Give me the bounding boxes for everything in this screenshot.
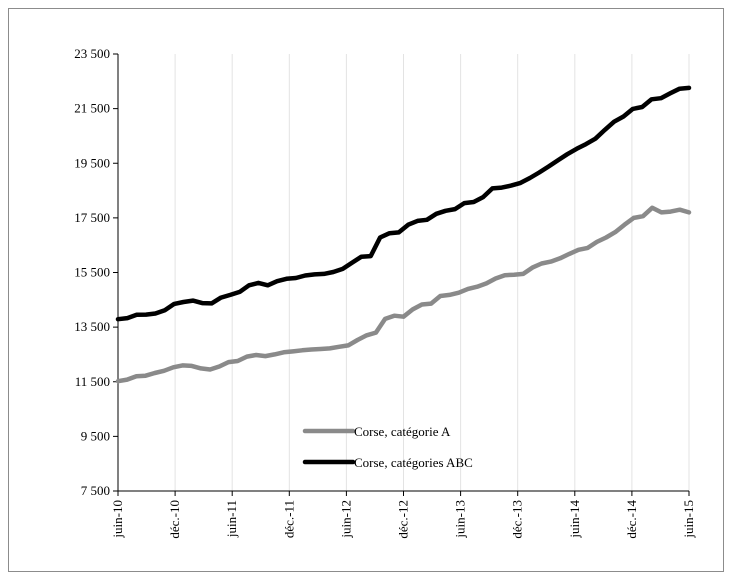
x-tick-label: juin-12 — [338, 500, 353, 539]
x-tick-label: juin-15 — [681, 500, 696, 539]
x-tick-label: juin-13 — [453, 500, 468, 539]
y-tick-label: 15 500 — [74, 265, 110, 280]
x-tick-label: déc.-11 — [281, 500, 296, 538]
legend-label-2: Corse, catégories ABC — [354, 455, 473, 470]
x-tick-label: juin-11 — [224, 500, 239, 538]
y-tick-label: 23 500 — [74, 46, 110, 61]
x-tick-label: déc.-10 — [167, 500, 182, 539]
y-tick-label: 17 500 — [74, 210, 110, 225]
y-tick-label: 11 500 — [75, 374, 110, 389]
x-tick-label: juin-14 — [567, 500, 582, 539]
y-tick-label: 13 500 — [74, 319, 110, 334]
x-tick-label: déc.-13 — [510, 500, 525, 539]
x-tick-label: juin-10 — [110, 500, 125, 539]
y-tick-label: 7 500 — [81, 483, 110, 498]
y-tick-label: 21 500 — [74, 101, 110, 116]
series-line-1 — [115, 205, 692, 384]
grid-layer — [174, 54, 690, 491]
y-tick-label: 19 500 — [74, 155, 110, 170]
chart-frame: 7 500 9 500 11 500 13 500 15 500 17 500 19 500… — [8, 8, 724, 572]
legend-label-1: Corse, catégorie A — [354, 424, 451, 439]
series-layer — [115, 85, 692, 384]
y-tick-label: 9 500 — [81, 428, 110, 443]
legend: Corse, catégorie A Corse, catégories ABC — [302, 424, 473, 470]
line-chart: 7 500 9 500 11 500 13 500 15 500 17 500 19 500… — [74, 46, 696, 539]
series-line-2 — [115, 85, 692, 322]
x-tick-label: déc.-12 — [396, 500, 411, 539]
axis-layer: 7 500 9 500 11 500 13 500 15 500 17 500 19 500… — [74, 46, 696, 539]
x-tick-label: déc.-14 — [624, 500, 639, 539]
